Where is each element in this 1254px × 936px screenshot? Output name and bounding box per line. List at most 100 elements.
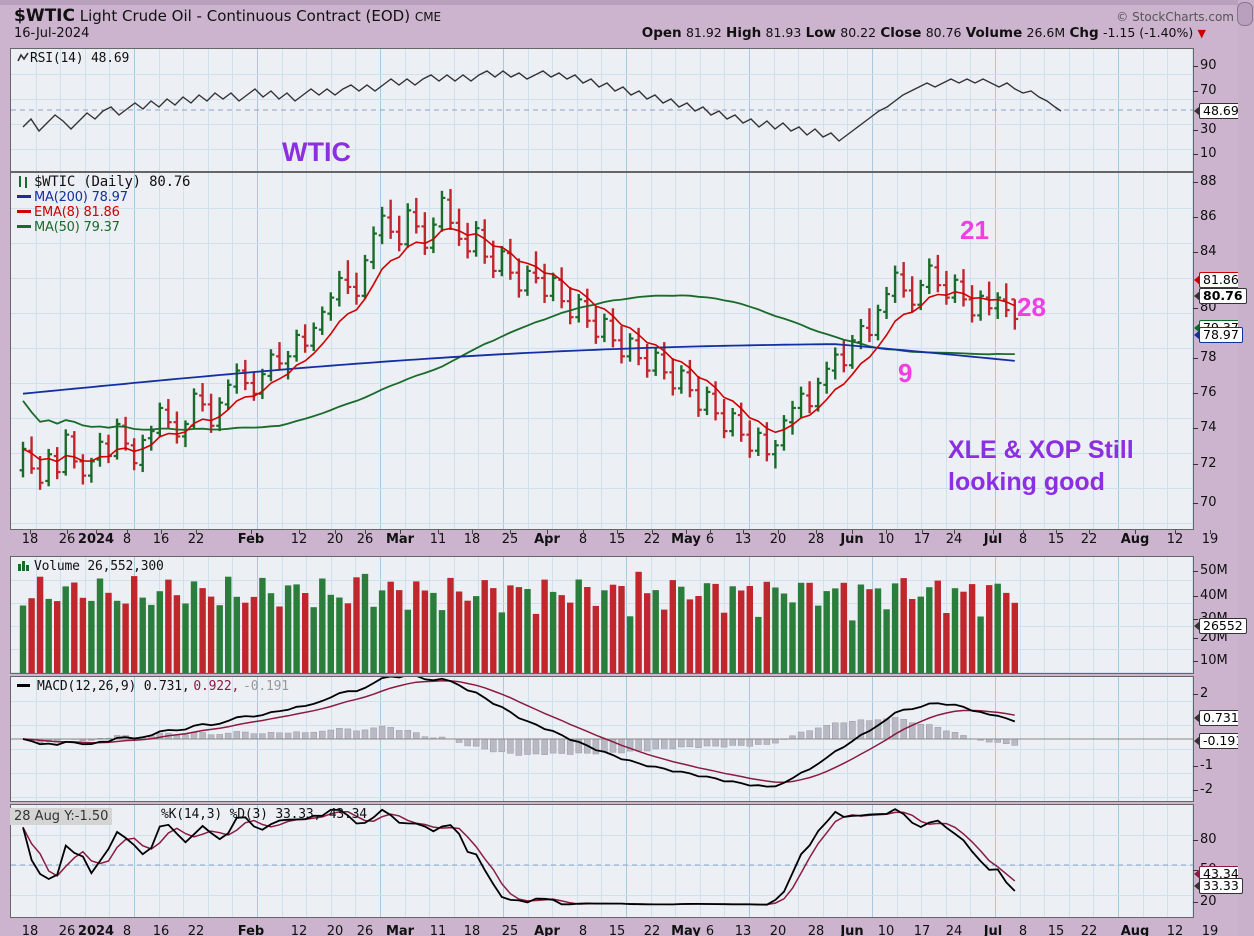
rsi-plot <box>11 70 1193 142</box>
x-axis-tick <box>583 530 584 534</box>
ma200-value-badge: 78.97 <box>1194 327 1243 343</box>
scrollbar-thumb[interactable] <box>1237 2 1253 26</box>
ticker-symbol[interactable]: $WTIC <box>14 6 75 26</box>
ma200-legend: MA(200) 78.97 <box>34 190 128 205</box>
low-label: Low <box>805 25 836 41</box>
price-panel[interactable]: $WTIC (Daily) 80.76 MA(200) 78.97 EMA(8)… <box>10 172 1194 530</box>
high-value: 81.93 <box>765 25 802 40</box>
ema8-value-badge: 81.86 <box>1194 272 1243 288</box>
high-label: High <box>726 25 762 41</box>
x-axis-label: 26 <box>58 532 76 547</box>
x-axis-label: 22 <box>187 532 205 547</box>
x-axis-tick <box>365 530 366 534</box>
macd-panel[interactable]: MACD(12,26,9) 0.731, 0.922, -0.191 <box>10 676 1194 802</box>
x-axis-label: 6 <box>705 532 715 547</box>
x-axis-label-bottom: Feb <box>237 924 265 936</box>
x-axis-label: 12 <box>290 532 308 547</box>
macd-legend-text: MACD(12,26,9) 0.731, <box>36 679 190 694</box>
stoch-k-badge: 33.33 <box>1194 878 1243 894</box>
x-axis-label: May <box>671 532 701 547</box>
x-axis-tick <box>251 530 252 534</box>
stochastic-panel[interactable]: %K(14,3) %D(3) 33.33, 43.34 <box>10 804 1194 918</box>
ma200-swatch <box>17 195 31 198</box>
x-axis-label: Apr <box>534 532 560 547</box>
macd-signal-value: 0.922, <box>193 679 240 694</box>
x-axis-label-bottom: 16 <box>152 924 170 936</box>
macd-plot <box>11 677 1193 788</box>
chg-label: Chg <box>1069 25 1099 41</box>
x-axis-tick <box>816 530 817 534</box>
x-axis-label: 22 <box>643 532 661 547</box>
x-axis-tick <box>617 530 618 534</box>
x-axis-label: 26 <box>356 532 374 547</box>
x-axis-label: 8 <box>1018 532 1028 547</box>
x-axis-tick <box>686 530 687 534</box>
rsi-legend: RSI(14) 48.69 <box>17 51 129 66</box>
low-value: 80.22 <box>840 25 877 40</box>
x-axis-tick <box>1135 530 1136 534</box>
stochastic-gridlines <box>11 805 1193 917</box>
x-axis-label-bottom: 13 <box>734 924 752 936</box>
x-axis-label-bottom: 6 <box>705 924 715 936</box>
stochastic-legend-text: %K(14,3) %D(3) 33.33, 43.34 <box>161 807 367 822</box>
chart-date: 16-Jul-2024 <box>14 26 90 41</box>
x-axis-label: 2024 <box>77 532 115 547</box>
x-axis-label: 16 <box>152 532 170 547</box>
x-axis-label: Aug <box>1120 532 1150 547</box>
x-axis-label-bottom: 2024 <box>77 924 115 936</box>
close-value-badge: 80.76 <box>1194 288 1247 304</box>
x-axis-tick <box>993 530 994 534</box>
x-axis-tick <box>1175 530 1176 534</box>
stochastic-legend: %K(14,3) %D(3) 33.33, 43.34 <box>161 807 367 822</box>
x-axis-tick <box>472 530 473 534</box>
x-axis-label: 18 <box>21 532 39 547</box>
x-axis-tick <box>96 530 97 534</box>
x-axis-label-bottom: 12 <box>290 924 308 936</box>
rsi-panel[interactable]: RSI(14) 48.69 <box>10 48 1194 172</box>
x-axis-tick <box>922 530 923 534</box>
macd-hist-value: -0.191 <box>243 679 289 694</box>
x-axis-label: 11 <box>429 532 447 547</box>
vertical-scrollbar[interactable] <box>1237 0 1254 936</box>
x-axis-label: Mar <box>385 532 415 547</box>
x-axis-label: 22 <box>1080 532 1098 547</box>
x-axis-tick <box>1210 530 1211 534</box>
x-axis-tick <box>547 530 548 534</box>
x-axis-label-bottom: 17 <box>913 924 931 936</box>
x-axis-bottom: 18 26 2024 8 16 22 Feb 12 20 26 Mar 11 18 25 Apr 8 15 22 M… <box>10 920 1244 936</box>
macd-swatch <box>17 684 30 687</box>
x-axis-tick <box>954 530 955 534</box>
x-axis-label: 18 <box>463 532 481 547</box>
open-label: Open <box>641 25 682 41</box>
x-axis-label-bottom: 18 <box>463 924 481 936</box>
x-axis-label-bottom: 8 <box>122 924 132 936</box>
ema8-legend: EMA(8) 81.86 <box>34 205 120 220</box>
chart-title: $WTIC Light Crude Oil - Continuous Contr… <box>14 6 441 26</box>
close-value: 80.76 <box>925 25 962 40</box>
macd-value-badge: 0.731 <box>1194 710 1243 726</box>
volume-panel[interactable]: Volume 26,552,300 <box>10 556 1194 674</box>
price-plot <box>19 189 1019 490</box>
x-axis-tick <box>1023 530 1024 534</box>
close-label: Close <box>880 25 922 41</box>
x-axis-tick <box>299 530 300 534</box>
x-axis-tick <box>127 530 128 534</box>
x-axis-label-bottom: 24 <box>945 924 963 936</box>
x-axis-label-bottom: 20 <box>769 924 787 936</box>
x-axis-tick <box>335 530 336 534</box>
x-axis-tick <box>652 530 653 534</box>
x-axis-tick <box>710 530 711 534</box>
exchange-label: CME <box>414 10 442 24</box>
x-axis-label-bottom: 25 <box>501 924 519 936</box>
x-axis-label: Jun <box>840 532 864 547</box>
x-axis-label-bottom: 15 <box>608 924 626 936</box>
ma50-legend: MA(50) 79.37 <box>34 220 120 235</box>
x-axis-label-bottom: Aug <box>1120 924 1150 936</box>
x-axis-label: 28 <box>807 532 825 547</box>
x-axis-label-bottom: 22 <box>187 924 205 936</box>
x-axis-tick <box>67 530 68 534</box>
x-axis-label: 10 <box>877 532 895 547</box>
x-axis-label: 13 <box>734 532 752 547</box>
x-axis-label-bottom: 11 <box>429 924 447 936</box>
